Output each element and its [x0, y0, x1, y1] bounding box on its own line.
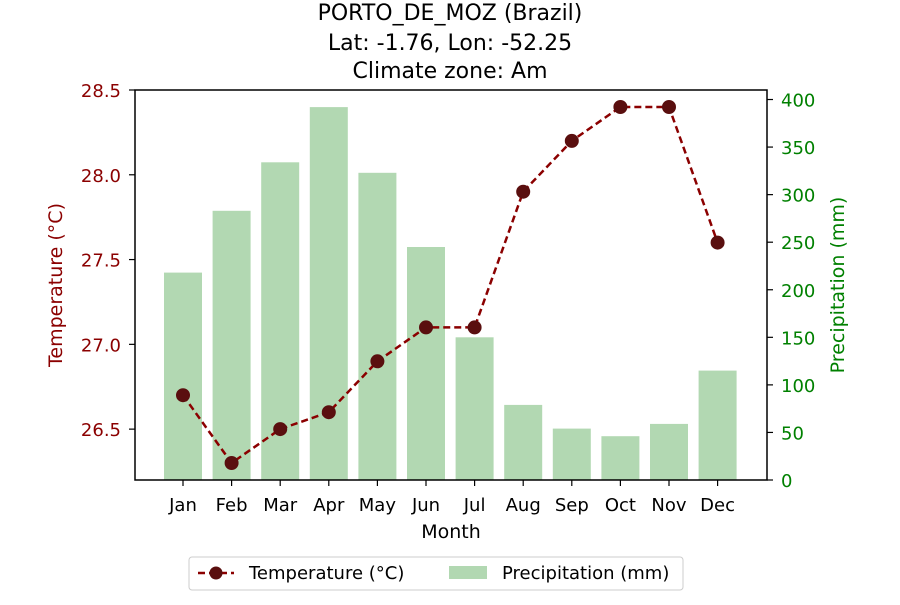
right-tick-label: 100: [781, 376, 815, 397]
precipitation-bar-oct: [601, 436, 640, 480]
temperature-point-feb: [224, 456, 239, 470]
legend-precipitation-label: Precipitation (mm): [502, 563, 669, 584]
x-tick-label-dec: Dec: [700, 495, 735, 516]
precipitation-bars: [164, 107, 737, 481]
legend-precipitation-swatch: [449, 566, 487, 579]
chart-title: PORTO_DE_MOZ (Brazil) Lat: -1.76, Lon: -…: [318, 1, 583, 84]
temperature-point-nov: [662, 100, 676, 114]
temperature-series: [176, 100, 725, 470]
temperature-point-jan: [176, 388, 190, 403]
x-tick-label-aug: Aug: [506, 495, 541, 516]
precipitation-bar-sep: [552, 428, 591, 480]
right-axis-label: Precipitation (mm): [827, 197, 849, 374]
right-tick-label: 400: [781, 91, 815, 112]
legend-temperature-label: Temperature (°C): [248, 563, 404, 584]
legend-temperature-marker: [209, 566, 223, 580]
temperature-point-may: [370, 354, 385, 369]
x-tick-label-jun: Jun: [411, 495, 440, 516]
precipitation-bar-nov: [650, 423, 688, 480]
x-tick-label-mar: Mar: [263, 495, 298, 516]
x-tick-label-apr: Apr: [313, 495, 345, 516]
x-tick-label-may: May: [359, 495, 397, 516]
left-tick-label: 27.5: [81, 251, 121, 272]
precipitation-bar-apr: [309, 107, 348, 480]
temperature-point-sep: [564, 133, 579, 148]
x-tick-label-jan: Jan: [168, 495, 197, 516]
left-tick-label: 27.0: [81, 335, 121, 356]
legend-box: [188, 556, 684, 591]
title-line-2: Lat: -1.76, Lon: -52.25: [328, 31, 572, 56]
title-line-1: PORTO_DE_MOZ (Brazil): [318, 1, 583, 26]
precipitation-bar-jul: [455, 337, 494, 480]
precipitation-bar-dec: [698, 370, 737, 480]
x-tick-label-feb: Feb: [216, 495, 248, 516]
x-tick-label-sep: Sep: [555, 495, 589, 516]
x-axis: Jan Feb Mar Apr May Jun Jul Aug Sep Oct Nov Dec: [168, 480, 735, 516]
x-tick-label-oct: Oct: [605, 495, 636, 516]
right-tick-label: 250: [781, 233, 815, 254]
right-tick-label: 200: [781, 281, 815, 302]
temperature-point-jun: [419, 320, 433, 335]
title-line-3: Climate zone: Am: [352, 59, 547, 84]
temperature-point-apr: [321, 405, 336, 420]
temperature-point-oct: [613, 100, 628, 114]
temperature-point-aug: [516, 184, 531, 199]
legend: Temperature (°C) Precipitation (mm): [188, 556, 684, 591]
temperature-point-dec: [710, 235, 725, 250]
right-tick-label: 150: [781, 328, 815, 349]
temperature-line: [181, 105, 719, 465]
x-tick-label-nov: Nov: [651, 495, 686, 516]
right-tick-label: 300: [781, 186, 815, 207]
x-axis-label: Month: [421, 521, 481, 543]
left-axis: 26.5 27.0 27.5 28.0 28.5: [81, 81, 135, 441]
left-tick-label: 28.5: [81, 81, 121, 102]
precipitation-bar-may: [358, 172, 397, 481]
left-axis-label: Temperature (°C): [45, 203, 67, 368]
x-tick-label-jul: Jul: [463, 495, 486, 516]
plot-area: [134, 89, 768, 481]
precipitation-bar-jan: [164, 272, 202, 480]
precipitation-bar-jun: [407, 247, 445, 480]
right-tick-label: 50: [781, 423, 804, 444]
precipitation-bar-aug: [504, 404, 543, 480]
left-tick-label: 28.0: [81, 166, 121, 187]
temperature-point-jul: [467, 320, 482, 335]
right-tick-label: 350: [781, 138, 815, 159]
right-axis: 0 50 100 150 200 250 300 350 400: [767, 91, 815, 492]
temperature-point-mar: [273, 422, 288, 437]
precipitation-bar-feb: [212, 210, 251, 481]
left-tick-label: 26.5: [81, 420, 121, 441]
right-tick-label: 0: [781, 471, 792, 492]
